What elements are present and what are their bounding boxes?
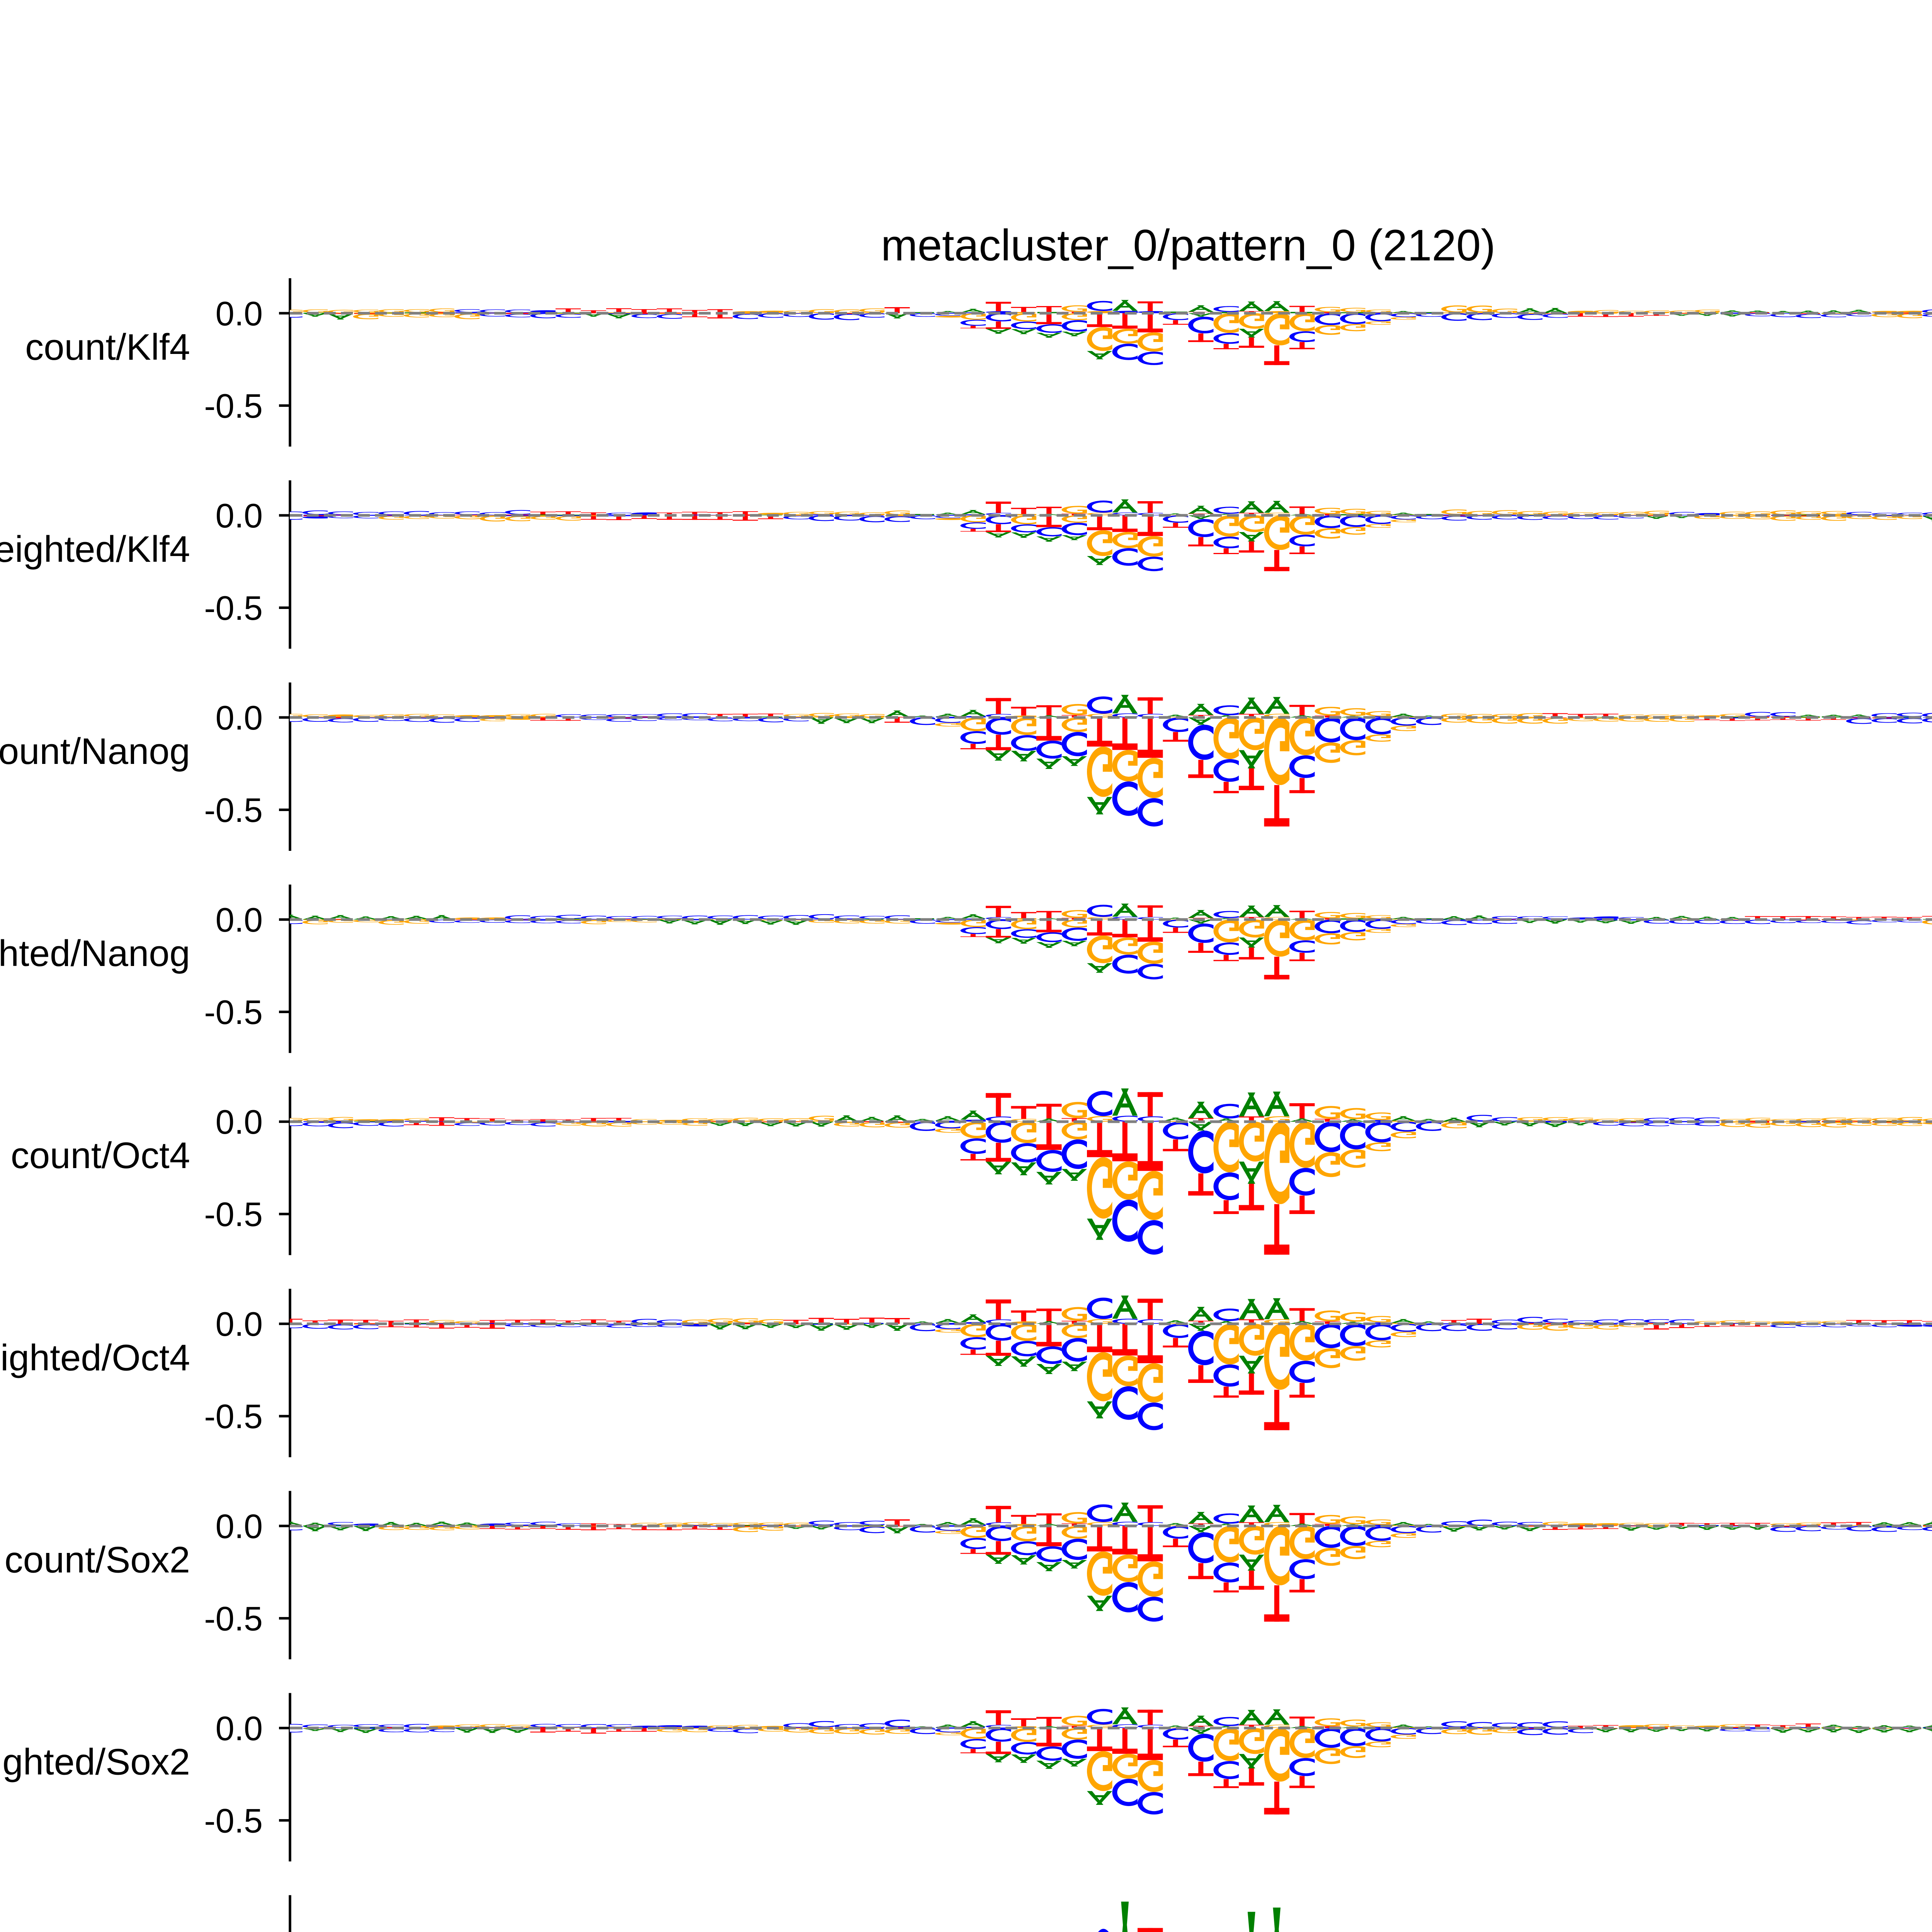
svg-text:0.0: 0.0 — [216, 1709, 263, 1747]
svg-text:count/Sox2: count/Sox2 — [5, 1539, 190, 1580]
svg-text:weighted/Sox2: weighted/Sox2 — [0, 1742, 190, 1783]
svg-text:-0.5: -0.5 — [204, 387, 263, 425]
svg-text:0.0: 0.0 — [216, 294, 263, 333]
svg-text:count/Oct4: count/Oct4 — [11, 1135, 190, 1176]
svg-text:-0.5: -0.5 — [204, 1397, 263, 1435]
svg-text:0.0: 0.0 — [216, 699, 263, 737]
svg-text:-0.5: -0.5 — [204, 1195, 263, 1233]
svg-text:metacluster_0/pattern_0 (2120): metacluster_0/pattern_0 (2120) — [881, 221, 1496, 270]
svg-text:-0.5: -0.5 — [204, 1801, 263, 1840]
svg-text:count/Klf4: count/Klf4 — [25, 327, 190, 368]
svg-text:weighted/Klf4: weighted/Klf4 — [0, 529, 190, 570]
svg-text:0.0: 0.0 — [216, 901, 263, 939]
svg-text:0.0: 0.0 — [216, 497, 263, 535]
svg-text:-0.5: -0.5 — [204, 791, 263, 829]
svg-text:weighted/Nanog: weighted/Nanog — [0, 933, 190, 974]
svg-text:weighted/Oct4: weighted/Oct4 — [0, 1337, 190, 1378]
svg-text:0.0: 0.0 — [216, 1103, 263, 1141]
svg-text:0.0: 0.0 — [216, 1305, 263, 1343]
svg-text:-0.5: -0.5 — [204, 993, 263, 1031]
svg-text:count/Nanog: count/Nanog — [0, 731, 190, 772]
svg-text:0.0: 0.0 — [216, 1507, 263, 1545]
svg-text:-0.5: -0.5 — [204, 589, 263, 627]
svg-text:-0.5: -0.5 — [204, 1599, 263, 1638]
